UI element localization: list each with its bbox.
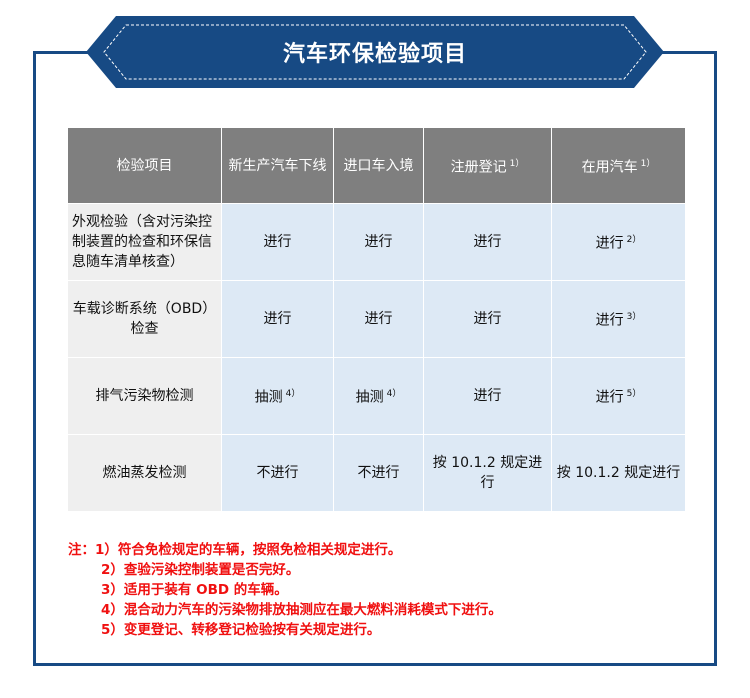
footnote-ref: 5） xyxy=(626,389,642,400)
cell-text: 进行 xyxy=(364,311,393,327)
cell-text: 不进行 xyxy=(256,465,299,481)
table-row: 车载诊断系统（OBD）检查 进行 进行 进行 进行 3） xyxy=(67,280,686,358)
table-cell: 不进行 xyxy=(221,434,334,512)
table-cell: 进行 xyxy=(423,280,552,358)
cell-text: 外观检验（含对污染控制装置的检查和环保信息随车清单核查） xyxy=(72,214,212,270)
cell-text: 燃油蒸发检测 xyxy=(102,465,187,481)
footnote-ref: 4） xyxy=(285,389,301,400)
cell-text: 进行 xyxy=(263,311,292,327)
footnote-ref: 1） xyxy=(509,158,525,169)
table-row: 排气污染物检测 抽测 4） 抽测 4） 进行 进行 5） xyxy=(67,357,686,435)
table-cell: 不进行 xyxy=(333,434,424,512)
notes: 注：1）符合免检规定的车辆，按照免检相关规定进行。 2）查验污染控制装置是否完好。… xyxy=(68,540,502,640)
footnote-ref: 2） xyxy=(626,235,642,246)
footnote-ref: 4） xyxy=(386,389,402,400)
header-text: 在用汽车 xyxy=(581,159,638,176)
cell-text: 进行 xyxy=(595,389,624,406)
table-row: 燃油蒸发检测 不进行 不进行 按 10.1.2 规定进行按 10.1.2 规定进行 xyxy=(67,434,686,512)
cell-text: 排气污染物检测 xyxy=(95,388,194,404)
cell-text: 进行 xyxy=(473,388,502,404)
table-cell: 进行 5） xyxy=(551,357,686,435)
cell-text: 进行 xyxy=(263,234,292,250)
table-cell: 按 10.1.2 规定进行 xyxy=(551,434,686,512)
cell-text: 进行 xyxy=(364,234,393,250)
row-label: 车载诊断系统（OBD）检查 xyxy=(67,280,222,358)
table-cell: 进行 xyxy=(333,280,424,358)
header-text: 注册登记 xyxy=(450,159,507,176)
column-header: 进口车入境 xyxy=(333,127,424,204)
note-item: 4）混合动力汽车的污染物排放抽测应在最大燃料消耗模式下进行。 xyxy=(101,602,502,618)
cell-text: 进行 xyxy=(473,234,502,250)
table-cell: 按 10.1.2 规定进行 xyxy=(423,434,552,512)
table-cell: 进行 xyxy=(221,203,334,281)
header-text: 新生产汽车下线 xyxy=(228,157,327,174)
table-cell: 进行 xyxy=(423,357,552,435)
table-cell: 进行 xyxy=(423,203,552,281)
table-cell: 进行 2） xyxy=(551,203,686,281)
column-header: 新生产汽车下线 xyxy=(221,127,334,204)
cell-text: 进行 xyxy=(595,312,624,329)
cell-text: 按 10.1.2 规定进行 xyxy=(556,465,681,481)
footnote-ref: 3） xyxy=(626,312,642,323)
cell-text: 不进行 xyxy=(357,465,400,481)
row-label: 排气污染物检测 xyxy=(67,357,222,435)
table-cell: 进行 xyxy=(221,280,334,358)
page-title: 汽车环保检验项目 xyxy=(282,42,467,67)
column-header: 在用汽车 1） xyxy=(551,127,686,204)
note-item: 5）变更登记、转移登记检验按有关规定进行。 xyxy=(101,622,381,638)
cell-text: 按 10.1.2 规定进行 xyxy=(432,455,543,491)
cell-text: 进行 xyxy=(595,235,624,252)
table-cell: 抽测 4） xyxy=(333,357,424,435)
header-text: 进口车入境 xyxy=(343,157,414,174)
title-banner: 汽车环保检验项目 xyxy=(86,16,664,88)
row-label: 外观检验（含对污染控制装置的检查和环保信息随车清单核查） xyxy=(67,203,222,281)
table-cell: 进行 xyxy=(333,203,424,281)
cell-text: 车载诊断系统（OBD）检查 xyxy=(72,301,217,337)
inspection-table: 检验项目 新生产汽车下线 进口车入境 注册登记 1） 在用汽车 1） 外观检验（含对污染控制… xyxy=(67,127,686,512)
row-label: 燃油蒸发检测 xyxy=(67,434,222,512)
banner-shape xyxy=(86,16,664,88)
table-cell: 抽测 4） xyxy=(221,357,334,435)
cell-text: 进行 xyxy=(473,311,502,327)
cell-text: 抽测 xyxy=(254,389,283,406)
footnote-ref: 1） xyxy=(640,158,656,169)
note-item: 注：1）符合免检规定的车辆，按照免检相关规定进行。 xyxy=(68,542,402,558)
note-item: 3）适用于装有 OBD 的车辆。 xyxy=(101,582,288,598)
column-header: 注册登记 1） xyxy=(423,127,552,204)
cell-text: 抽测 xyxy=(355,389,384,406)
header-text: 检验项目 xyxy=(116,157,173,174)
table-row: 外观检验（含对污染控制装置的检查和环保信息随车清单核查） 进行 进行 进行 进行 2） xyxy=(67,203,686,281)
note-item: 2）查验污染控制装置是否完好。 xyxy=(101,562,300,578)
column-header: 检验项目 xyxy=(67,127,222,204)
table-cell: 进行 3） xyxy=(551,280,686,358)
